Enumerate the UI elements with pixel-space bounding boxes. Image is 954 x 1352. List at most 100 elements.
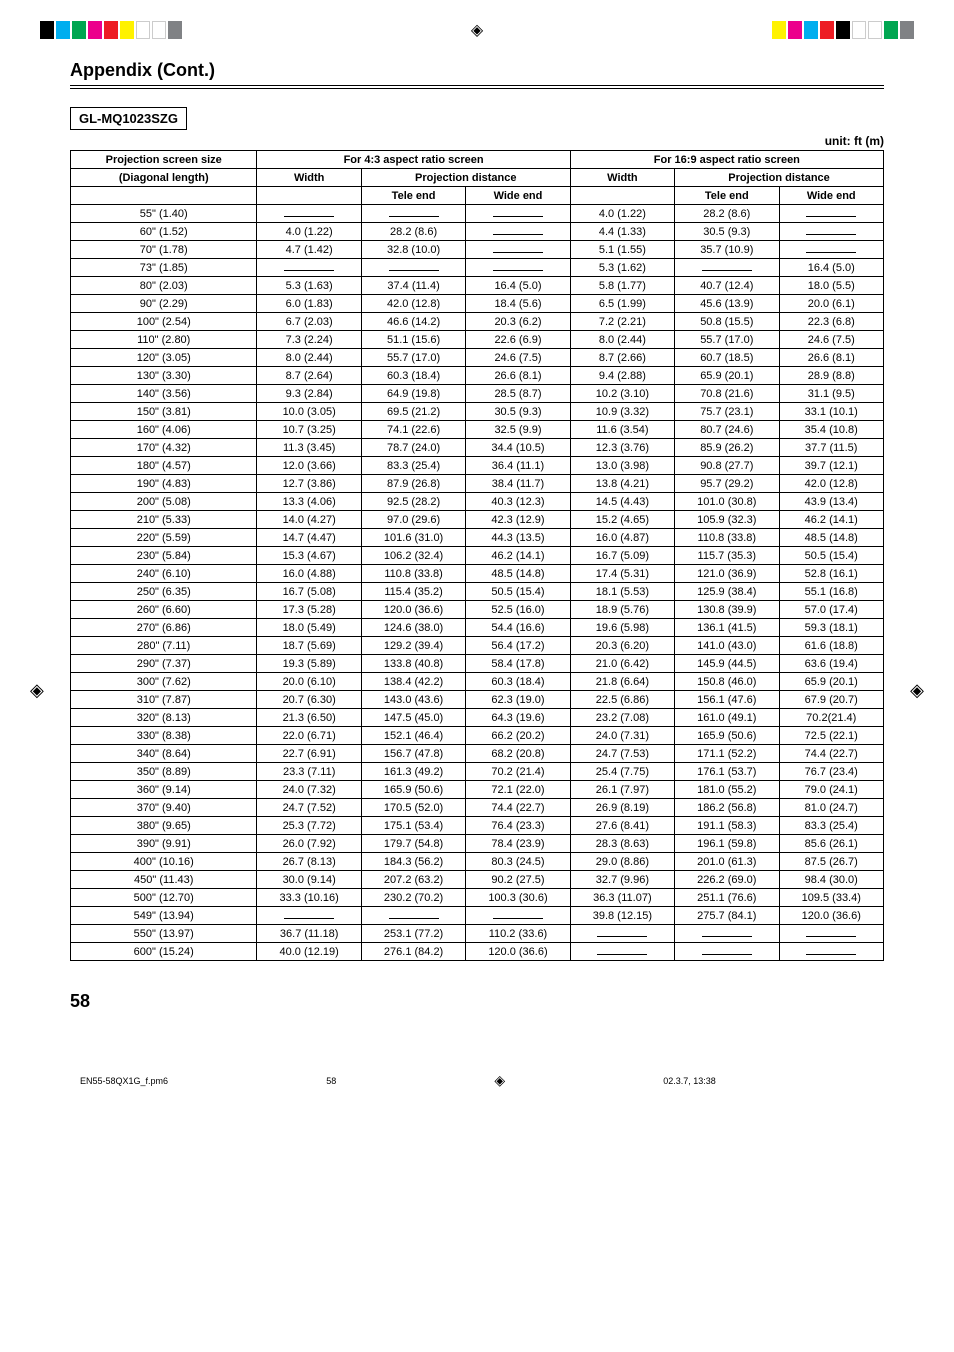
table-cell: 180" (4.57) (71, 457, 257, 475)
table-cell: 31.1 (9.5) (779, 385, 884, 403)
table-cell: 26.6 (8.1) (779, 349, 884, 367)
table-cell: 26.9 (8.19) (570, 799, 674, 817)
table-cell: 28.9 (8.8) (779, 367, 884, 385)
table-cell: 38.4 (11.7) (466, 475, 570, 493)
table-cell: 87.5 (26.7) (779, 853, 884, 871)
table-cell: 37.4 (11.4) (361, 277, 465, 295)
table-row: 280" (7.11)18.7 (5.69)129.2 (39.4)56.4 (… (71, 637, 884, 655)
table-cell: 124.6 (38.0) (361, 619, 465, 637)
table-cell: 181.0 (55.2) (675, 781, 779, 799)
table-cell: 100.3 (30.6) (466, 889, 570, 907)
table-cell: 87.9 (26.8) (361, 475, 465, 493)
table-cell: 201.0 (61.3) (675, 853, 779, 871)
table-row: 340" (8.64)22.7 (6.91)156.7 (47.8)68.2 (… (71, 745, 884, 763)
footer-center-icon: ◈ (494, 1072, 505, 1089)
table-cell: 125.9 (38.4) (675, 583, 779, 601)
table-cell: 340" (8.64) (71, 745, 257, 763)
col-projdist-169: Projection distance (675, 169, 884, 187)
table-cell: 8.0 (2.44) (570, 331, 674, 349)
table-cell: 22.7 (6.91) (257, 745, 361, 763)
table-cell: 12.0 (3.66) (257, 457, 361, 475)
table-cell: 20.3 (6.20) (570, 637, 674, 655)
table-cell: 152.1 (46.4) (361, 727, 465, 745)
table-cell: 46.2 (14.1) (466, 547, 570, 565)
table-cell: 161.3 (49.2) (361, 763, 465, 781)
table-cell: 20.7 (6.30) (257, 691, 361, 709)
table-cell: 251.1 (76.6) (675, 889, 779, 907)
table-cell: 20.0 (6.10) (257, 673, 361, 691)
table-cell: 280" (7.11) (71, 637, 257, 655)
table-cell: 16.4 (5.0) (779, 259, 884, 277)
table-cell: 18.0 (5.49) (257, 619, 361, 637)
table-cell: 78.7 (24.0) (361, 439, 465, 457)
table-cell: 42.0 (12.8) (779, 475, 884, 493)
table-cell: 21.8 (6.64) (570, 673, 674, 691)
section-title: Appendix (Cont.) (70, 60, 884, 89)
table-cell (466, 241, 570, 259)
right-reg-icon: ◈ (910, 680, 924, 701)
registration-center-icon: ◈ (471, 20, 483, 40)
table-cell: 12.7 (3.86) (257, 475, 361, 493)
table-cell: 28.3 (8.63) (570, 835, 674, 853)
table-cell: 10.0 (3.05) (257, 403, 361, 421)
table-cell: 22.3 (6.8) (779, 313, 884, 331)
table-cell: 320" (8.13) (71, 709, 257, 727)
unit-label: unit: ft (m) (70, 134, 884, 148)
table-cell: 73" (1.85) (71, 259, 257, 277)
table-cell: 90.2 (27.5) (466, 871, 570, 889)
footer-filename: EN55-58QX1G_f.pm6 (80, 1076, 168, 1086)
table-cell: 83.3 (25.4) (779, 817, 884, 835)
table-cell: 23.3 (7.11) (257, 763, 361, 781)
table-cell: 5.8 (1.77) (570, 277, 674, 295)
table-cell: 30.0 (9.14) (257, 871, 361, 889)
table-cell: 120" (3.05) (71, 349, 257, 367)
table-cell: 390" (9.91) (71, 835, 257, 853)
table-cell: 110.8 (33.8) (361, 565, 465, 583)
table-cell: 28.2 (8.6) (675, 205, 779, 223)
table-row: 100" (2.54)6.7 (2.03)46.6 (14.2)20.3 (6.… (71, 313, 884, 331)
table-cell: 5.3 (1.63) (257, 277, 361, 295)
table-cell: 15.3 (4.67) (257, 547, 361, 565)
table-cell: 60.7 (18.5) (675, 349, 779, 367)
table-cell: 200" (5.08) (71, 493, 257, 511)
table-cell: 18.4 (5.6) (466, 295, 570, 313)
table-cell: 190" (4.83) (71, 475, 257, 493)
table-cell: 270" (6.86) (71, 619, 257, 637)
table-cell: 48.5 (14.8) (779, 529, 884, 547)
table-cell: 13.8 (4.21) (570, 475, 674, 493)
table-cell: 79.0 (24.1) (779, 781, 884, 799)
table-cell: 58.4 (17.8) (466, 655, 570, 673)
col-width-169: Width (570, 169, 674, 187)
table-cell: 95.7 (29.2) (675, 475, 779, 493)
col-blank (71, 187, 257, 205)
table-cell: 290" (7.37) (71, 655, 257, 673)
table-cell: 230" (5.84) (71, 547, 257, 565)
table-cell: 52.8 (16.1) (779, 565, 884, 583)
table-cell: 13.0 (3.98) (570, 457, 674, 475)
table-cell: 14.0 (4.27) (257, 511, 361, 529)
table-cell: 500" (12.70) (71, 889, 257, 907)
table-cell: 350" (8.89) (71, 763, 257, 781)
table-cell: 141.0 (43.0) (675, 637, 779, 655)
table-cell: 42.0 (12.8) (361, 295, 465, 313)
table-cell: 18.0 (5.5) (779, 277, 884, 295)
table-cell (779, 241, 884, 259)
table-cell: 8.7 (2.64) (257, 367, 361, 385)
table-cell (257, 259, 361, 277)
table-cell: 170" (4.32) (71, 439, 257, 457)
table-cell: 121.0 (36.9) (675, 565, 779, 583)
table-row: 190" (4.83)12.7 (3.86)87.9 (26.8)38.4 (1… (71, 475, 884, 493)
table-cell: 143.0 (43.6) (361, 691, 465, 709)
table-cell (779, 925, 884, 943)
table-cell: 45.6 (13.9) (675, 295, 779, 313)
table-row: 110" (2.80)7.3 (2.24)51.1 (15.6)22.6 (6.… (71, 331, 884, 349)
table-cell: 40.3 (12.3) (466, 493, 570, 511)
table-cell (675, 925, 779, 943)
table-cell: 11.6 (3.54) (570, 421, 674, 439)
table-cell: 34.4 (10.5) (466, 439, 570, 457)
table-row: 120" (3.05)8.0 (2.44)55.7 (17.0)24.6 (7.… (71, 349, 884, 367)
table-cell: 40.7 (12.4) (675, 277, 779, 295)
table-row: 60" (1.52)4.0 (1.22)28.2 (8.6)4.4 (1.33)… (71, 223, 884, 241)
table-cell: 115.4 (35.2) (361, 583, 465, 601)
table-cell: 46.6 (14.2) (361, 313, 465, 331)
